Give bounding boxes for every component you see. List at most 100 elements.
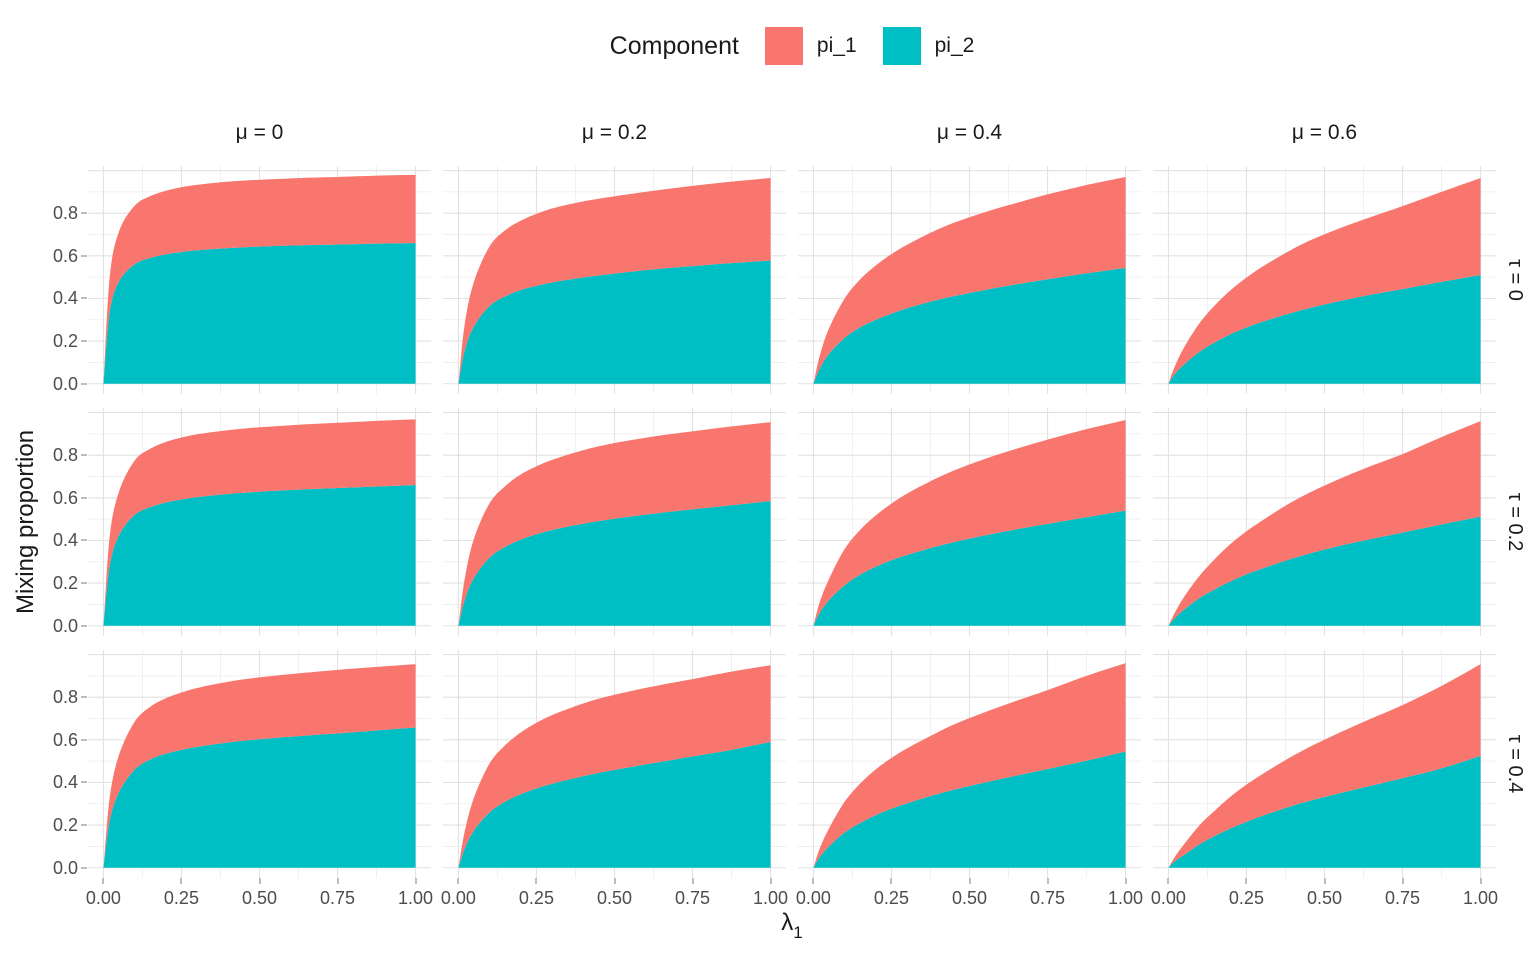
area-pi1 (813, 176, 1126, 384)
y-tick-mark (81, 696, 87, 699)
area-pi2 (1168, 516, 1481, 626)
y-tick-label: 0.6 (52, 729, 78, 750)
x-tick-mark (457, 878, 460, 884)
y-tick-mark (81, 212, 87, 215)
x-tick-mark (1124, 878, 1127, 884)
y-tick-mark (81, 454, 87, 457)
x-tick-label: 0.00 (440, 888, 476, 908)
x-axis-title: λ1 (692, 906, 892, 942)
y-tick-label: 0.4 (52, 772, 78, 793)
x-tick-mark (890, 878, 893, 884)
facet-row-label-tau-0.4: τ = 0.4 (1504, 734, 1526, 794)
x-tick-label: 1.00 (398, 888, 434, 908)
x-tick-label: 0.25 (163, 888, 199, 908)
area-pi2 (458, 741, 771, 868)
y-tick-label: 0.0 (52, 857, 78, 878)
x-tick-mark (336, 878, 339, 884)
x-tick-mark (1245, 878, 1248, 884)
y-tick-mark (81, 297, 87, 300)
pi2-swatch-icon (882, 27, 921, 65)
area-pi2 (458, 501, 771, 626)
y-tick-mark (81, 582, 87, 585)
x-tick-label: 0.00 (1150, 888, 1186, 908)
x-tick-label: 0.00 (85, 888, 121, 908)
y-tick-label: 0.2 (52, 331, 78, 352)
area-pi2 (458, 260, 771, 384)
facet-panel-mu-0.4-tau-0 (798, 166, 1141, 394)
legend-item-pi2: pi_2 (882, 27, 975, 65)
x-tick-mark (414, 878, 417, 884)
facet-panel-mu-0-tau-0.2 (88, 408, 431, 636)
x-tick-label: 0.50 (1306, 888, 1343, 908)
facet-panel-mu-0.4-tau-0.2 (798, 408, 1141, 636)
y-tick-mark (81, 824, 87, 827)
facet-row-label-tau-0: τ = 0 (1504, 259, 1526, 301)
facet-panel-mu-0.6-tau-0.4 (1153, 650, 1496, 878)
y-tick-label: 0.8 (52, 203, 78, 224)
x-tick-label: 0.75 (320, 888, 356, 908)
area-pi2 (103, 485, 416, 626)
x-tick-mark (1167, 878, 1170, 884)
facet-panel-mu-0.6-tau-0 (1153, 166, 1496, 394)
area-pi1 (103, 174, 416, 384)
facet-col-label-mu-0.2: μ = 0.2 (581, 121, 648, 144)
facet-row-label-tau-0.2: τ = 0.2 (1504, 492, 1526, 552)
area-pi1 (813, 420, 1126, 626)
x-tick-label: 0.50 (241, 888, 278, 908)
area-pi2 (813, 751, 1126, 868)
y-tick-label: 0.4 (52, 288, 78, 309)
y-tick-mark (81, 866, 87, 869)
x-tick-label: 0.25 (1228, 888, 1264, 908)
facet-col-label-mu-0: μ = 0 (235, 121, 284, 144)
y-tick-label: 0.2 (52, 815, 78, 836)
facet-col-label-mu-0.4: μ = 0.4 (936, 121, 1003, 144)
y-tick-label: 0.6 (52, 245, 78, 266)
x-tick-mark (769, 878, 772, 884)
x-axis-title-lambda: λ (781, 909, 794, 936)
x-axis-title-subscript: 1 (793, 922, 803, 942)
facet-panel-mu-0.2-tau-0.4 (443, 650, 786, 878)
x-tick-label: 0.50 (951, 888, 988, 908)
x-tick-mark (1046, 878, 1049, 884)
y-tick-label: 0.8 (52, 687, 78, 708)
facet-panel-mu-0.2-tau-0.2 (443, 408, 786, 636)
area-pi1 (813, 663, 1126, 868)
x-tick-mark (1401, 878, 1404, 884)
y-tick-mark (81, 624, 87, 627)
legend: Component pi_1 pi_2 (0, 22, 1536, 70)
y-tick-mark (81, 382, 87, 385)
facet-panel-mu-0.2-tau-0 (443, 166, 786, 394)
area-pi1 (1168, 421, 1481, 626)
x-tick-label: 0.25 (518, 888, 554, 908)
area-pi1 (458, 422, 771, 626)
x-tick-label: 1.00 (1463, 888, 1499, 908)
area-pi2 (813, 267, 1126, 384)
facet-panel-mu-0.4-tau-0.4 (798, 650, 1141, 878)
x-tick-mark (535, 878, 538, 884)
area-pi2 (1168, 755, 1481, 868)
area-pi1 (1168, 664, 1481, 868)
facet-panel-mu-0-tau-0 (88, 166, 431, 394)
area-pi1 (103, 664, 416, 868)
legend-title: Component (609, 31, 739, 60)
x-tick-label: 0.75 (1385, 888, 1421, 908)
area-pi1 (458, 178, 771, 384)
area-pi2 (1168, 275, 1481, 384)
area-pi2 (813, 510, 1126, 626)
legend-item-pi1: pi_1 (764, 27, 857, 65)
y-tick-mark (81, 539, 87, 542)
x-tick-label: 0.75 (1030, 888, 1066, 908)
x-tick-mark (1479, 878, 1482, 884)
legend-label-pi1: pi_1 (816, 34, 857, 57)
legend-label-pi2: pi_2 (934, 34, 975, 57)
y-tick-mark (81, 738, 87, 741)
facet-panel-mu-0.6-tau-0.2 (1153, 408, 1496, 636)
x-tick-mark (968, 878, 971, 884)
x-tick-mark (180, 878, 183, 884)
x-tick-mark (1323, 878, 1326, 884)
facet-panel-mu-0-tau-0.4 (88, 650, 431, 878)
facet-col-label-mu-0.6: μ = 0.6 (1291, 121, 1358, 144)
y-tick-mark (81, 496, 87, 499)
x-tick-mark (258, 878, 261, 884)
